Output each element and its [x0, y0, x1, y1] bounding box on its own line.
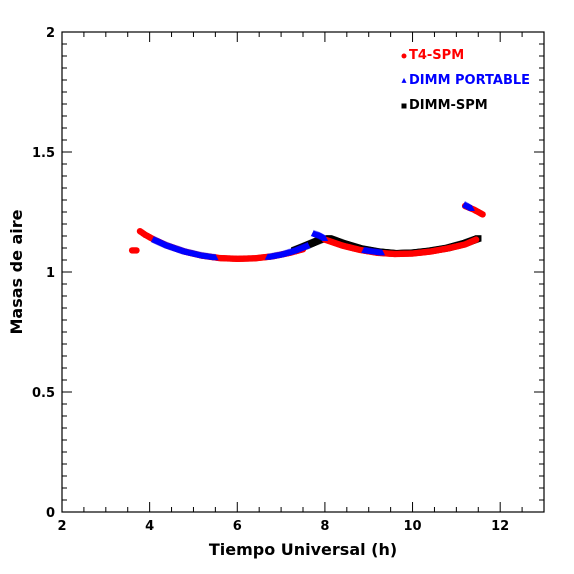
- data-point: [304, 241, 311, 249]
- x-tick-label: 2: [57, 519, 66, 534]
- data-point: [212, 253, 219, 261]
- x-tick-label: 12: [491, 519, 509, 534]
- x-tick-label: 6: [233, 519, 242, 534]
- axis-ticks: [61, 31, 545, 513]
- legend-marker: [401, 53, 407, 59]
- legend-marker: [401, 103, 407, 109]
- legend: T4-SPM DIMM PORTABLE DIMM-SPM: [401, 48, 530, 113]
- legend-label: DIMM-SPM: [409, 98, 488, 113]
- y-tick-label: 2: [46, 26, 55, 41]
- series-dimm-portable: [150, 201, 475, 261]
- x-tick-label: 4: [145, 519, 154, 534]
- legend-label: T4-SPM: [409, 48, 464, 63]
- data-point: [479, 211, 486, 218]
- y-axis-title: Masas de aire: [7, 209, 26, 334]
- plot-marks: [128, 201, 486, 262]
- x-tick-label: 10: [403, 519, 421, 534]
- legend-label: DIMM PORTABLE: [409, 73, 530, 88]
- data-point: [378, 249, 386, 256]
- tick-labels: 2 4 6 8 10 12 0 0.5 1 1.5 2: [32, 26, 509, 534]
- legend-item: T4-SPM: [401, 48, 464, 63]
- x-axis-title: Tiempo Universal (h): [209, 540, 397, 559]
- data-point: [472, 236, 480, 243]
- y-tick-label: 1.5: [32, 146, 55, 161]
- legend-item: DIMM-SPM: [401, 98, 488, 113]
- y-tick-label: 0: [46, 506, 55, 521]
- legend-item: DIMM PORTABLE: [401, 73, 530, 88]
- data-point: [468, 204, 475, 211]
- data-point: [321, 234, 329, 241]
- y-tick-label: 1: [46, 266, 55, 281]
- x-tick-label: 8: [320, 519, 329, 534]
- legend-marker: [401, 77, 407, 83]
- data-point: [133, 247, 140, 254]
- y-tick-label: 0.5: [32, 386, 55, 401]
